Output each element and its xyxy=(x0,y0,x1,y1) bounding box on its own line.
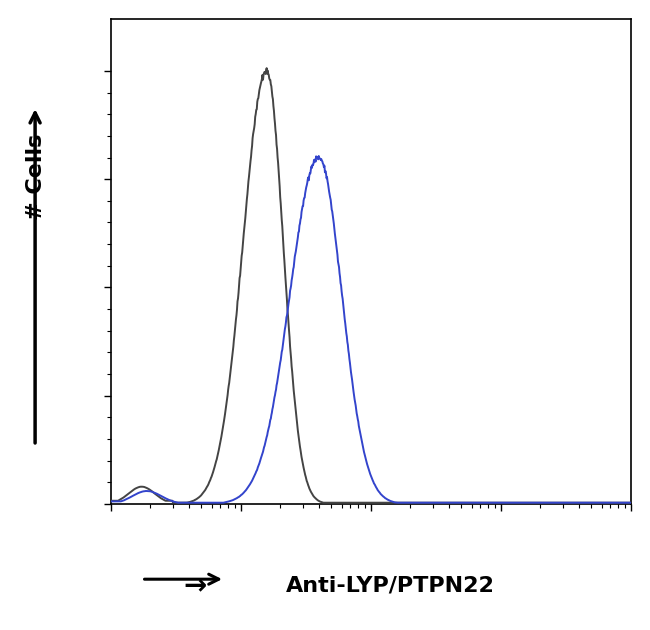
Text: # Cells: # Cells xyxy=(26,133,46,220)
Text: Anti-LYP/PTPN22: Anti-LYP/PTPN22 xyxy=(285,576,495,596)
Text: →: → xyxy=(183,572,207,600)
